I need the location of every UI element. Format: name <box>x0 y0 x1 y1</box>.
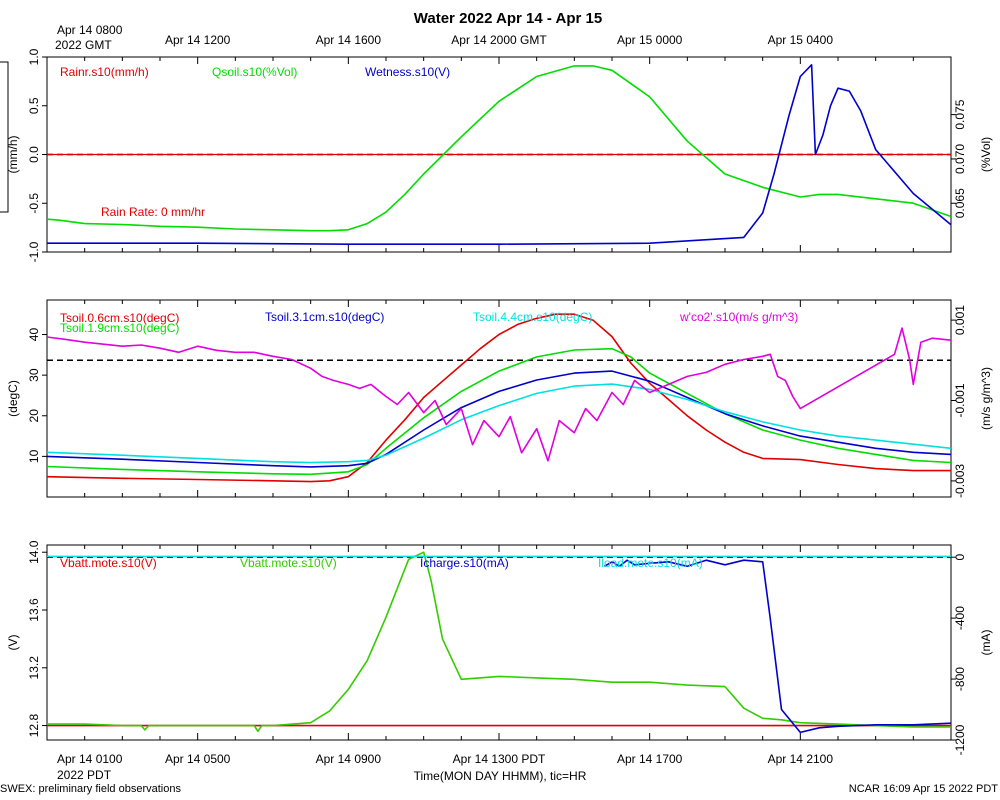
top-axis-tick-label: Apr 14 2000 GMT <box>451 33 547 47</box>
y-right-axis-label: (mA) <box>979 630 993 656</box>
y-right-tick-label: -0.001 <box>953 383 967 417</box>
legend-entry: w'co2'.s10(m/s g/m^3) <box>679 310 798 324</box>
bottom-axis-origin-line2: 2022 PDT <box>57 768 112 782</box>
series-line-icharge-s10-ma- <box>604 559 952 734</box>
y-left-tick-label: 12.8 <box>27 714 41 738</box>
legend-entry: Wetness.s10(V) <box>365 65 450 79</box>
series-line-tsoil-1-9cm-s10-degc- <box>46 347 952 476</box>
footer-right: NCAR 16:09 Apr 15 2022 PDT <box>849 783 998 795</box>
y-left-tick-label: 13.2 <box>27 656 41 680</box>
legend-entry: Iload.mote.s10(mA) <box>598 556 703 570</box>
legend-entry: Icharge.s10(mA) <box>420 556 509 570</box>
top-axis-origin-line2: 2022 GMT <box>55 38 112 52</box>
footer-left: SWEX: preliminary field observations <box>0 783 181 795</box>
y-left-axis-label: (degC) <box>6 380 20 417</box>
panel-frame <box>46 299 952 498</box>
bottom-axis-tick-label: Apr 14 0900 <box>316 752 382 766</box>
legend-entry: Tsoil.3.1cm.s10(degC) <box>265 310 384 324</box>
y-right-tick-label: 0.065 <box>953 188 967 218</box>
y-right-tick-label: 0.070 <box>953 144 967 174</box>
x-axis-label: Time(MON DAY HHMM), tic=HR <box>414 769 587 783</box>
legend-entry: Qsoil.s10(%Vol) <box>212 65 297 79</box>
top-axis-tick-label: Apr 15 0400 <box>768 33 834 47</box>
top-axis-tick-label: Apr 14 1600 <box>316 33 382 47</box>
y-right-axis-label: (m/s g/m^3) <box>979 367 993 430</box>
y-left-tick-label: 10 <box>27 449 41 463</box>
y-left-tick-label: -1.0 <box>27 241 41 262</box>
series-line-w-co2-s10-m-s-g-m-3- <box>46 327 952 462</box>
legend-entry: Tsoil.4.4cm.s10(degC) <box>473 310 592 324</box>
y-right-axis-label: (%Vol) <box>979 137 993 172</box>
top-axis-tick-label: Apr 15 0000 <box>617 33 683 47</box>
top-axis-origin-line1: Apr 14 0800 <box>57 23 123 37</box>
y-left-tick-label: 13.6 <box>27 598 41 622</box>
series-line-tsoil-4-4cm-s10-degc- <box>46 383 952 464</box>
bottom-axis-tick-label: Apr 14 0500 <box>165 752 231 766</box>
y-left-tick-label: 14.0 <box>27 540 41 564</box>
legend-entry: Rainr.s10(mm/h) <box>60 65 149 79</box>
y-left-axis-label: (mm/h) <box>6 136 20 174</box>
legend-entry: Tsoil.0.6cm.s10(degC) <box>60 311 179 325</box>
chart-title: Water 2022 Apr 14 - Apr 15 <box>414 10 602 27</box>
top-axis-tick-label: Apr 14 1200 <box>165 33 231 47</box>
y-right-tick-label: 0.001 <box>953 305 967 335</box>
bottom-axis-tick-label: Apr 14 1700 <box>617 752 683 766</box>
series-line-vbatt-mote-s10-v- <box>47 551 951 733</box>
legend-entry: Vbatt.mote.s10(V) <box>60 556 157 570</box>
series-line-qsoil-s10-vol- <box>46 65 952 232</box>
y-right-tick-label: -800 <box>953 667 967 691</box>
panel-frame <box>46 544 952 741</box>
y-right-tick-label: -1200 <box>953 724 967 755</box>
y-right-tick-label: -0.003 <box>953 464 967 498</box>
series-line-tsoil-3-1cm-s10-degc- <box>46 370 952 468</box>
series-line-wetness-s10-v- <box>47 64 952 245</box>
y-right-tick-label: 0.075 <box>953 99 967 129</box>
bottom-axis-tick-label: Apr 14 1300 PDT <box>453 752 546 766</box>
y-right-tick-label: -400 <box>953 606 967 630</box>
legend-entry: Tsoil.1.9cm.s10(degC) <box>60 321 179 335</box>
y-left-tick-label: 40 <box>27 328 41 342</box>
left-edge-bracket <box>0 61 9 213</box>
series-line-tsoil-0-6cm-s10-degc- <box>46 313 951 483</box>
y-left-tick-label: 0.5 <box>27 97 41 114</box>
y-left-tick-label: 30 <box>27 368 41 382</box>
y-left-tick-label: 1.0 <box>27 48 41 65</box>
legend-entry: Vbatt.mote.s10(V) <box>240 556 337 570</box>
y-left-tick-label: 20 <box>27 409 41 423</box>
y-left-axis-label: (V) <box>6 635 20 651</box>
bottom-axis-tick-label: Apr 14 2100 <box>768 752 834 766</box>
y-left-tick-label: -0.5 <box>27 193 41 214</box>
y-left-tick-label: 0.0 <box>27 146 41 163</box>
bottom-axis-origin-line1: Apr 14 0100 <box>57 752 123 766</box>
y-right-tick-label: 0 <box>953 554 967 561</box>
annotation-rain-rate: Rain Rate: 0 mm/hr <box>101 205 205 219</box>
